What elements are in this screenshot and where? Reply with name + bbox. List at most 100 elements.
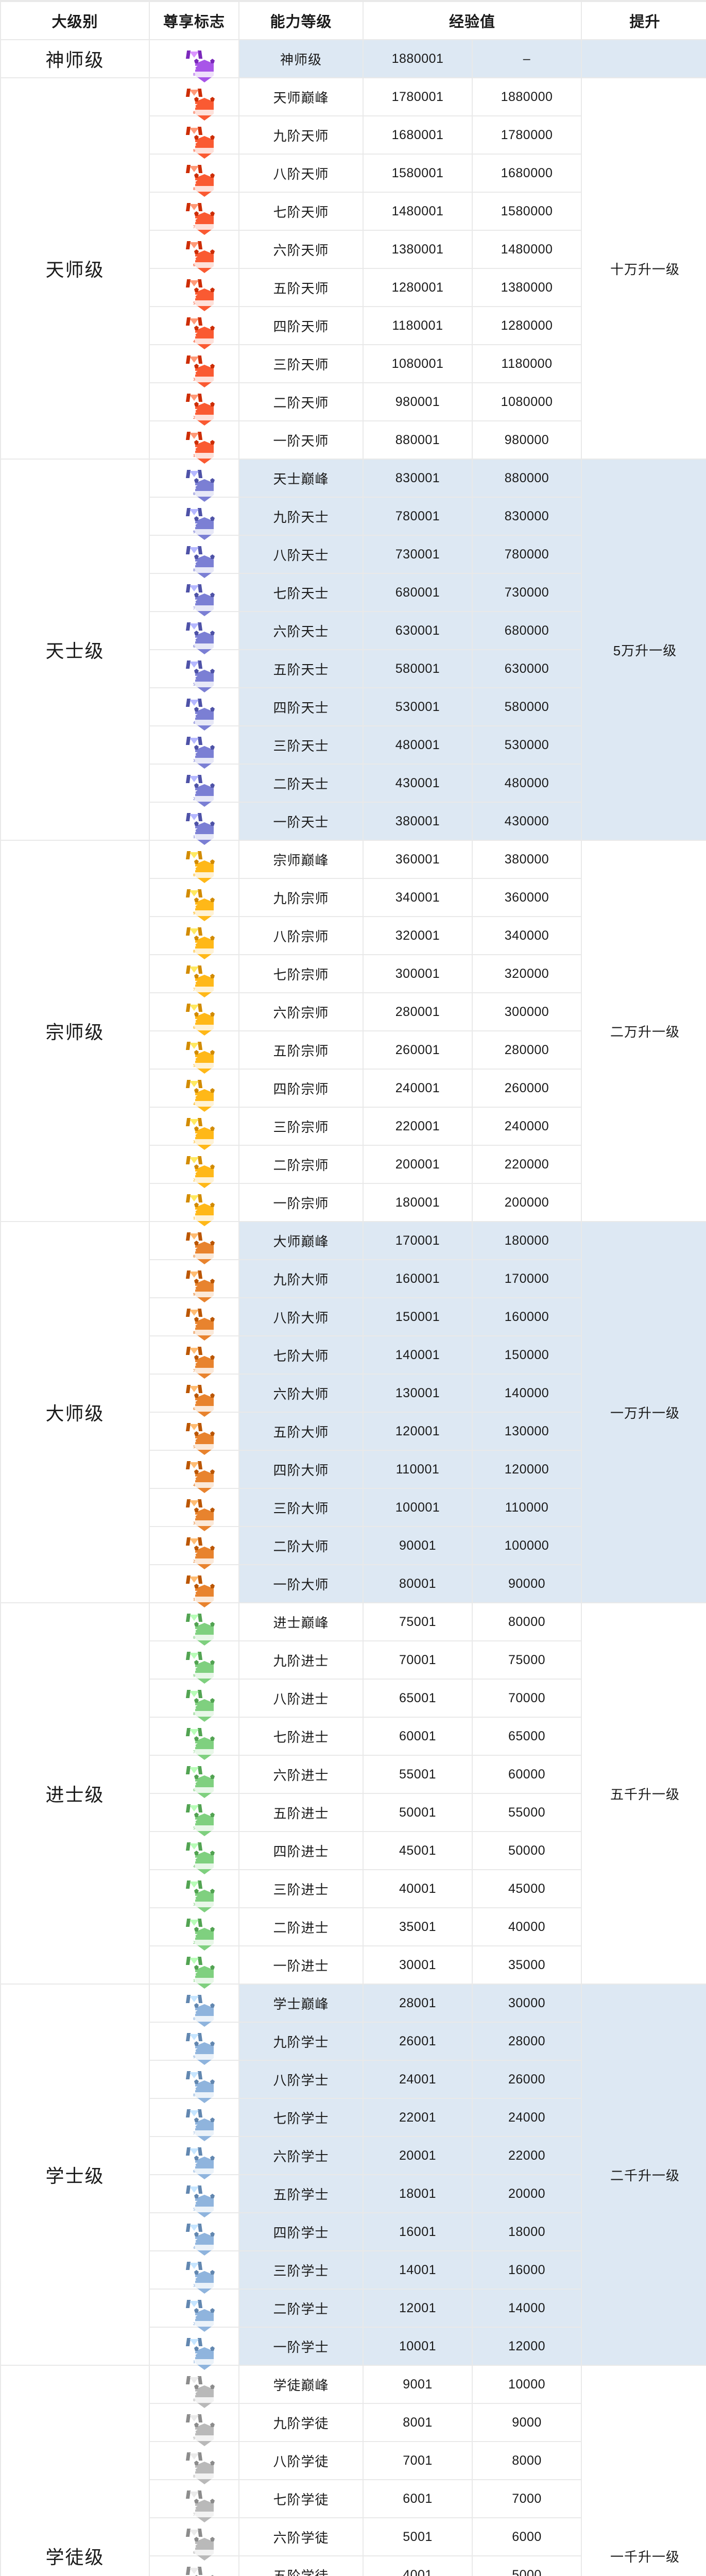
badge-band bbox=[194, 1787, 215, 1793]
badge-horns bbox=[194, 2384, 215, 2391]
ability-level-cell: 五阶学徒 bbox=[239, 2556, 363, 2576]
experience-low-cell: 4001 bbox=[364, 2556, 472, 2576]
experience-high-cell: 160000 bbox=[473, 1298, 581, 1335]
badge-tail bbox=[190, 1805, 199, 1811]
experience-high-cell: 14000 bbox=[473, 2290, 581, 2327]
badge-band bbox=[194, 2321, 215, 2327]
badge-tail bbox=[190, 280, 199, 286]
badge-band bbox=[194, 2359, 215, 2365]
badge-cell: 8 bbox=[150, 2061, 238, 2103]
badge-tail bbox=[190, 928, 199, 935]
badge-rank-mark: 7 bbox=[193, 2512, 195, 2517]
badge-tail bbox=[190, 2148, 199, 2155]
ability-level-cell: 三阶大师 bbox=[239, 1489, 363, 1526]
ability-level-cell: 五阶学士 bbox=[239, 2175, 363, 2212]
experience-high-cell: 220000 bbox=[473, 1146, 581, 1183]
badge-horns bbox=[194, 2575, 215, 2576]
badge-band bbox=[194, 415, 215, 420]
table-row: 7 七阶天士 680001 730000 bbox=[1, 574, 706, 616]
badge-rank-mark: 7 bbox=[193, 2131, 195, 2136]
badge-horns bbox=[194, 1851, 215, 1857]
experience-high-cell: 10000 bbox=[473, 2366, 581, 2403]
badge-cell: 4 bbox=[150, 1070, 238, 1112]
badge-cell: 8 bbox=[150, 2442, 238, 2484]
experience-low-cell: 90001 bbox=[364, 1527, 472, 1564]
experience-low-cell: 580001 bbox=[364, 650, 472, 687]
badge-horns bbox=[194, 2079, 215, 2086]
ability-level-cell: 四阶大师 bbox=[239, 1451, 363, 1488]
ability-level-cell: 七阶进士 bbox=[239, 1718, 363, 1755]
badge-rank-mark: 4 bbox=[193, 1101, 195, 1106]
badge-tail bbox=[190, 2492, 199, 2498]
badge-rank-mark: 8 bbox=[193, 949, 195, 954]
experience-high-cell: 120000 bbox=[473, 1451, 581, 1488]
badge-tail bbox=[190, 2301, 199, 2307]
table-row: 8 八阶学徒 7001 8000 bbox=[1, 2442, 706, 2484]
table-row: 2 二阶天师 980001 1080000 bbox=[1, 383, 706, 426]
badge-band bbox=[194, 2245, 215, 2250]
table-body: 神师级 8 神师级 1880001– 天师级 0 天师巅峰 1780001 188000… bbox=[1, 40, 706, 2576]
badge-tail bbox=[190, 509, 199, 515]
badge-horns bbox=[194, 1507, 215, 1514]
badge-cell: 4 bbox=[150, 307, 238, 349]
experience-low-cell: 50001 bbox=[364, 1794, 472, 1831]
badge-rank-mark: 2 bbox=[193, 1940, 195, 1945]
table-row: 7 七阶学徒 6001 7000 bbox=[1, 2480, 706, 2522]
experience-low-cell: 18001 bbox=[364, 2175, 472, 2212]
badge-cell: 5 bbox=[150, 1413, 238, 1455]
badge-horns bbox=[194, 2232, 215, 2238]
badge-band bbox=[194, 1558, 215, 1564]
badge-cell: 8 bbox=[150, 40, 238, 82]
badge-horns bbox=[194, 1164, 215, 1171]
badge-horns bbox=[194, 2194, 215, 2200]
experience-low-cell: 6001 bbox=[364, 2480, 472, 2517]
upgrade-rule-cell: 十万升一级 bbox=[582, 78, 706, 459]
badge-band bbox=[194, 529, 215, 535]
badge-tail bbox=[190, 1310, 199, 1316]
table-row: 7 七阶大师 140001 150000 bbox=[1, 1336, 706, 1379]
badge-band bbox=[194, 948, 215, 954]
badge-tail bbox=[190, 2072, 199, 2078]
experience-low-cell: 22001 bbox=[364, 2099, 472, 2136]
experience-low-cell: 45001 bbox=[364, 1832, 472, 1869]
badge-rank-mark: 1 bbox=[193, 2360, 195, 2364]
table-row: 5 五阶天士 580001 630000 bbox=[1, 650, 706, 692]
badge-band bbox=[194, 720, 215, 725]
experience-high-cell: 90000 bbox=[473, 1565, 581, 1602]
badge-horns bbox=[194, 707, 215, 713]
badge-cell: 9 bbox=[150, 2404, 238, 2446]
badge-tail bbox=[190, 738, 199, 744]
badge-tail bbox=[190, 1920, 199, 1926]
major-level-cell: 大师级 bbox=[1, 1222, 149, 1602]
badge-cell: 8 bbox=[150, 155, 238, 197]
ability-level-cell: 学士巅峰 bbox=[239, 1985, 363, 2022]
table-row: 天师级 0 天师巅峰 1780001 1880000 十万升一级 bbox=[1, 78, 706, 459]
badge-tail bbox=[190, 2339, 199, 2345]
badge-rank-mark: 8 bbox=[193, 187, 195, 191]
major-level-cell: 天师级 bbox=[1, 78, 149, 459]
upgrade-rule-cell: 一千升一级 bbox=[582, 2366, 706, 2576]
badge-tail bbox=[190, 1157, 199, 1163]
table-row: 8 八阶天师 1580001 1680000 bbox=[1, 155, 706, 197]
badge-rank-mark: 6 bbox=[193, 1025, 195, 1030]
ability-level-cell: 一阶天师 bbox=[239, 421, 363, 459]
badge-band bbox=[194, 2207, 215, 2212]
badge-cell: 6 bbox=[150, 993, 238, 1036]
badge-rank-mark: 6 bbox=[193, 2169, 195, 2174]
badge-tail bbox=[190, 585, 199, 591]
table-row: 进士级 0 进士巅峰 75001 80000 五千升一级 bbox=[1, 1603, 706, 1984]
badge-band bbox=[194, 491, 215, 497]
badge-horns bbox=[194, 402, 215, 408]
ability-level-cell: 五阶进士 bbox=[239, 1794, 363, 1831]
ability-level-cell: 九阶天士 bbox=[239, 498, 363, 535]
badge-horns bbox=[194, 1736, 215, 1742]
table-row: 1 一阶学士 10001 12000 bbox=[1, 2328, 706, 2370]
badge-cell: 9 bbox=[150, 116, 238, 159]
table-row: 4 四阶天士 530001 580000 bbox=[1, 688, 706, 731]
experience-low-cell: 7001 bbox=[364, 2442, 472, 2479]
badge-tail bbox=[190, 1882, 199, 1888]
badge-horns bbox=[194, 1050, 215, 1056]
badge-rank-mark: 1 bbox=[193, 1216, 195, 1221]
badge-cell: 6 bbox=[150, 1756, 238, 1798]
badge-band bbox=[194, 987, 215, 992]
